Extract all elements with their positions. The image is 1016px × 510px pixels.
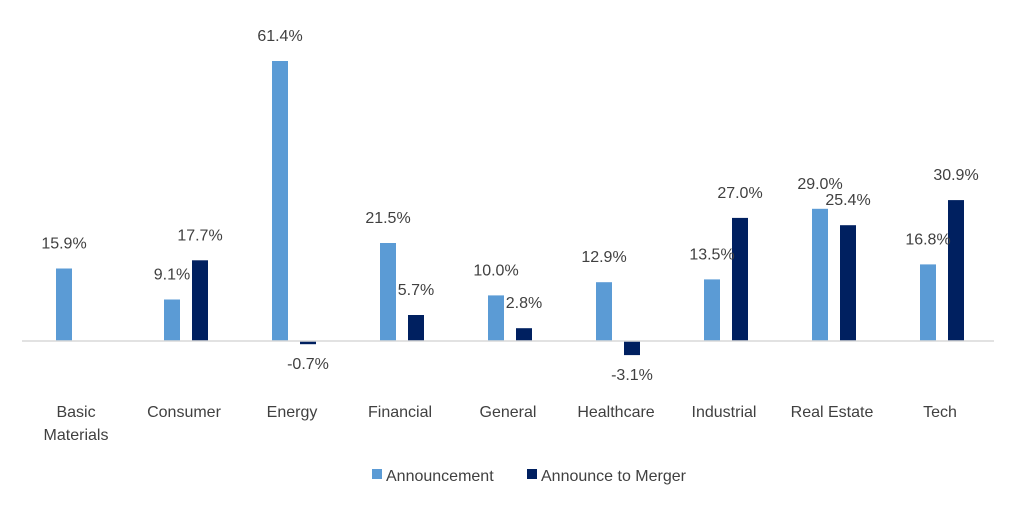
- category-axis: Basic Materials Consumer Energy Financial Gen…: [44, 404, 957, 444]
- category-label-line: Real Estate: [791, 404, 874, 421]
- data-label-announce-to-merger-financial: 5.7%: [398, 282, 434, 299]
- bar-announce-to-merger-industrial: [732, 217, 748, 341]
- legend-swatch-announcement: [372, 469, 382, 479]
- data-label-announcement-general: 10.0%: [473, 262, 518, 279]
- labels-layer: 15.9% 9.1% 17.7% 61.4% -0.7% 21.5% 5.7% 10.0% 2.…: [41, 28, 978, 384]
- category-label-line: Energy: [267, 404, 318, 421]
- data-label-announcement-industrial: 13.5%: [689, 246, 734, 263]
- bar-announcement-financial: [380, 243, 396, 341]
- data-label-announce-to-merger-energy: -0.7%: [287, 356, 329, 373]
- category-label-line: Industrial: [692, 404, 757, 421]
- legend: Announcement Announce to Merger: [372, 468, 687, 485]
- bars-layer: [56, 61, 964, 356]
- category-label-line: Materials: [44, 427, 109, 444]
- bar-announcement-tech: [920, 264, 936, 341]
- category-label-healthcare: Healthcare: [577, 404, 654, 421]
- bar-announcement-healthcare: [596, 282, 612, 341]
- data-label-announce-to-merger-industrial: 27.0%: [717, 185, 762, 202]
- category-label-tech: Tech: [923, 404, 957, 421]
- bar-announce-to-merger-consumer: [192, 260, 208, 341]
- bar-announce-to-merger-energy: [300, 341, 316, 345]
- data-label-announcement-consumer: 9.1%: [154, 267, 190, 284]
- legend-swatch-announce-to-merger: [527, 469, 537, 479]
- bar-announcement-basic-materials: [56, 268, 72, 341]
- bar-announce-to-merger-tech: [948, 200, 964, 341]
- data-label-announcement-basic-materials: 15.9%: [41, 236, 86, 253]
- category-label-real-estate: Real Estate: [791, 404, 874, 421]
- category-label-energy: Energy: [267, 404, 318, 421]
- data-label-announcement-energy: 61.4%: [257, 28, 302, 45]
- data-label-announce-to-merger-real-estate: 25.4%: [825, 192, 870, 209]
- bar-announcement-real-estate: [812, 208, 828, 341]
- category-label-line: Consumer: [147, 404, 221, 421]
- bar-announcement-general: [488, 295, 504, 341]
- data-label-announce-to-merger-general: 2.8%: [506, 295, 542, 312]
- data-label-announcement-real-estate: 29.0%: [797, 176, 842, 193]
- data-label-announce-to-merger-consumer: 17.7%: [177, 227, 222, 244]
- category-label-industrial: Industrial: [692, 404, 757, 421]
- category-label-financial: Financial: [368, 404, 432, 421]
- bar-announce-to-merger-healthcare: [624, 341, 640, 356]
- category-label-consumer: Consumer: [147, 404, 221, 421]
- category-label-line: Healthcare: [577, 404, 654, 421]
- bar-announcement-consumer: [164, 299, 180, 341]
- bar-announce-to-merger-real-estate: [840, 225, 856, 341]
- category-label-basic-materials: Basic Materials: [44, 404, 109, 444]
- bar-announcement-industrial: [704, 279, 720, 341]
- legend-label-announce-to-merger: Announce to Merger: [541, 468, 687, 485]
- category-label-line: Financial: [368, 404, 432, 421]
- data-label-announce-to-merger-healthcare: -3.1%: [611, 367, 653, 384]
- data-label-announce-to-merger-tech: 30.9%: [933, 167, 978, 184]
- data-label-announcement-healthcare: 12.9%: [581, 249, 626, 266]
- bar-announce-to-merger-general: [516, 328, 532, 341]
- legend-label-announcement: Announcement: [386, 468, 494, 485]
- category-label-general: General: [480, 404, 537, 421]
- category-label-line: General: [480, 404, 537, 421]
- data-label-announcement-financial: 21.5%: [365, 210, 410, 227]
- category-label-line: Tech: [923, 404, 957, 421]
- data-label-announcement-tech: 16.8%: [905, 231, 950, 248]
- bar-announcement-energy: [272, 61, 288, 341]
- category-label-line: Basic: [56, 404, 95, 421]
- bar-announce-to-merger-financial: [408, 315, 424, 341]
